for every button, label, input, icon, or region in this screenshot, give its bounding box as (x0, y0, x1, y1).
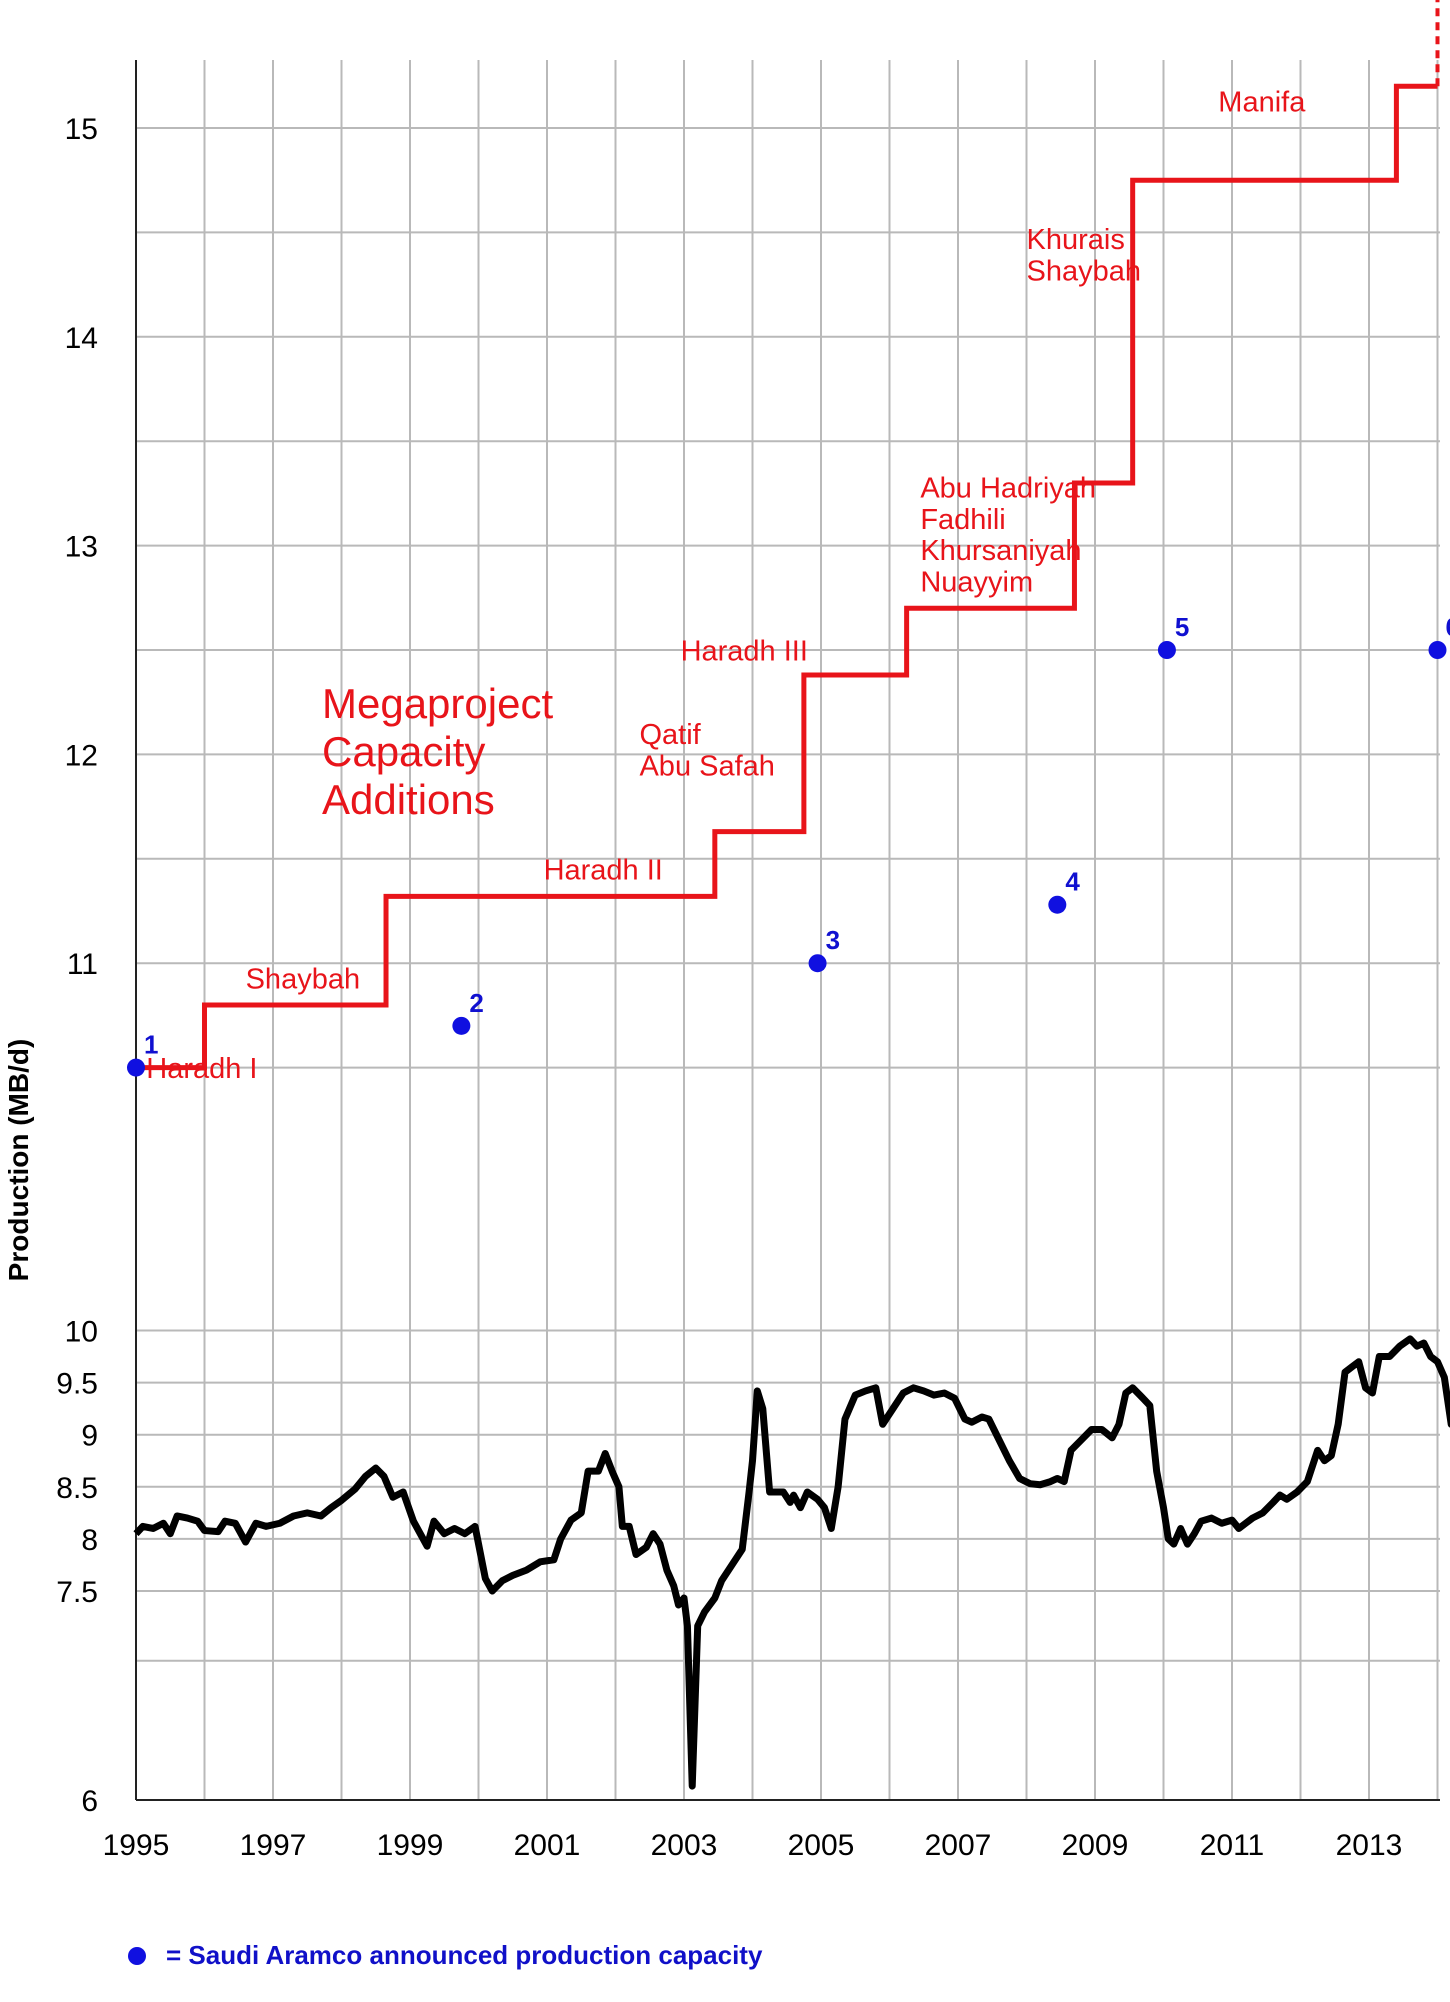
capacity-point-label: 2 (469, 988, 483, 1018)
capacity-step-line (136, 83, 1438, 1071)
production-line-series (133, 1335, 1450, 1790)
grid (135, 60, 1440, 1801)
y-tick-label: 12 (65, 739, 98, 772)
capacity-point-label: 6 (1446, 612, 1450, 642)
tick-labels: 1995 1997 1999 2001 2003 2005 2007 2009 2011 2013… (56, 113, 1402, 1862)
y-tick-label: 8.5 (56, 1472, 98, 1505)
x-tick-label: 1999 (377, 1829, 444, 1862)
legend-text: = Saudi Aramco announced production capa… (166, 1940, 763, 1970)
y-tick-label: 15 (65, 113, 98, 146)
project-label: Khursaniyah (920, 535, 1081, 567)
production-line (133, 1335, 1450, 1790)
capacity-step-series (136, 0, 1440, 1071)
annotation-title-line: Megaproject (322, 680, 553, 727)
project-label: Abu Hadriyah (920, 473, 1096, 505)
legend-marker (128, 1946, 146, 1965)
x-tick-label: 1997 (240, 1829, 307, 1862)
annotation-title-line: Capacity (322, 728, 485, 775)
project-label: Haradh III (681, 635, 808, 667)
y-tick-label: 6 (81, 1785, 98, 1818)
capacity-points: 1 2 3 4 5 6 (127, 612, 1450, 1077)
axes (135, 60, 1440, 1801)
y-tick-label: 8 (81, 1524, 98, 1557)
capacity-point-label: 5 (1175, 612, 1189, 642)
capacity-point (1157, 641, 1176, 659)
project-label: Fadhili (920, 504, 1005, 536)
y-tick-label: 9 (81, 1420, 98, 1453)
x-tick-label: 2005 (788, 1829, 855, 1862)
capacity-point (808, 954, 827, 973)
y-tick-label: 9.5 (56, 1368, 98, 1401)
y-tick-label: 13 (65, 531, 98, 564)
y-tick-label: 7.5 (56, 1576, 98, 1609)
annotation-title-line: Additions (322, 776, 495, 823)
capacity-point-label: 1 (144, 1030, 158, 1060)
y-axis-label: Production (MB/d) (3, 1038, 34, 1282)
project-label: Qatif (639, 719, 701, 751)
project-label: Abu Safah (639, 750, 774, 782)
y-tick-label: 14 (65, 322, 98, 355)
project-label: Manifa (1218, 86, 1306, 118)
capacity-point (452, 1016, 471, 1035)
project-label: Haradh I (146, 1053, 257, 1085)
project-label: Haradh II (544, 855, 663, 887)
x-tick-label: 2013 (1336, 1829, 1403, 1862)
x-tick-label: 2011 (1200, 1829, 1265, 1862)
capacity-point (1428, 641, 1447, 659)
x-tick-label: 1995 (103, 1829, 170, 1862)
project-label: Nuayyim (920, 567, 1033, 599)
y-tick-label: 11 (67, 948, 98, 981)
project-label: Shaybah (246, 963, 361, 995)
y-tick-label: 10 (65, 1316, 98, 1349)
x-tick-label: 2003 (651, 1829, 718, 1862)
x-tick-label: 2009 (1062, 1829, 1129, 1862)
x-tick-label: 2007 (925, 1829, 992, 1862)
capacity-point (127, 1058, 145, 1077)
capacity-point-label: 4 (1065, 867, 1080, 897)
project-label: Khurais (1027, 224, 1125, 256)
x-tick-label: 2001 (514, 1829, 581, 1862)
legend: = Saudi Aramco announced production capa… (128, 1940, 762, 1971)
capacity-point (1048, 895, 1067, 914)
capacity-point-label: 3 (826, 925, 840, 955)
project-label: Shaybah (1027, 255, 1142, 287)
